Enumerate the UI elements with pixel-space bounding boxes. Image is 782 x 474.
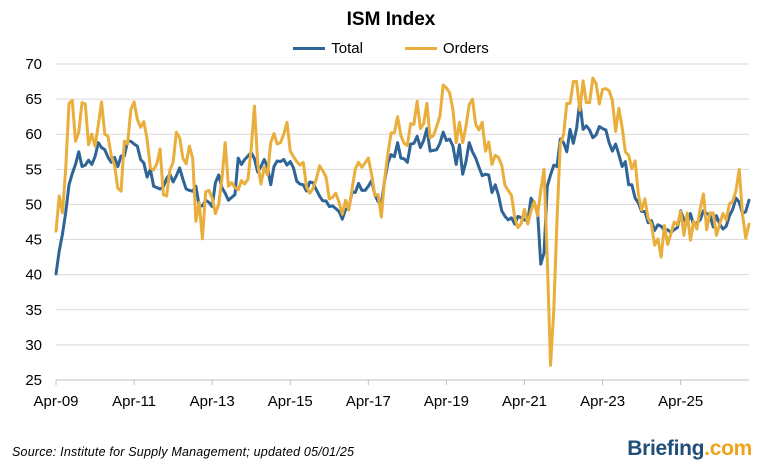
x-tick-label-3: Apr-15: [268, 393, 313, 410]
legend-item-total: Total: [293, 40, 363, 57]
chart-legend: Total Orders: [0, 40, 782, 57]
series-line-total: [54, 99, 751, 276]
source-note: Source: Institute for Supply Management;…: [12, 445, 355, 459]
y-tick-label-55: 55: [25, 161, 42, 178]
x-tick-label-0: Apr-09: [33, 393, 78, 410]
y-tick-label-30: 30: [25, 337, 42, 354]
y-tick-label-25: 25: [25, 372, 42, 389]
x-tick-label-6: Apr-21: [502, 393, 547, 410]
y-tick-label-60: 60: [25, 126, 42, 143]
y-tick-label-45: 45: [25, 232, 42, 249]
legend-swatch-total: [293, 47, 326, 50]
x-tick-label-7: Apr-23: [580, 393, 625, 410]
legend-label-total: Total: [331, 40, 363, 57]
y-tick-label-40: 40: [25, 267, 42, 284]
legend-swatch-orders: [404, 47, 437, 50]
y-tick-label-35: 35: [25, 302, 42, 319]
y-tick-label-70: 70: [25, 56, 42, 73]
x-tick-label-5: Apr-19: [424, 393, 469, 410]
briefing-logo: Briefing.com: [627, 437, 752, 461]
series-line-orders: [54, 76, 751, 367]
x-tick-label-2: Apr-13: [190, 393, 235, 410]
legend-item-orders: Orders: [404, 40, 489, 57]
legend-label-orders: Orders: [442, 40, 489, 57]
logo-text-main: Briefing: [627, 437, 705, 460]
y-tick-label-65: 65: [25, 91, 42, 108]
x-tick-label-8: Apr-25: [658, 393, 703, 410]
y-tick-label-50: 50: [25, 196, 42, 213]
x-tick-label-4: Apr-17: [346, 393, 391, 410]
logo-text-dot: .com: [704, 437, 752, 460]
chart-title: ISM Index: [346, 9, 436, 30]
x-tick-label-1: Apr-11: [112, 393, 156, 410]
